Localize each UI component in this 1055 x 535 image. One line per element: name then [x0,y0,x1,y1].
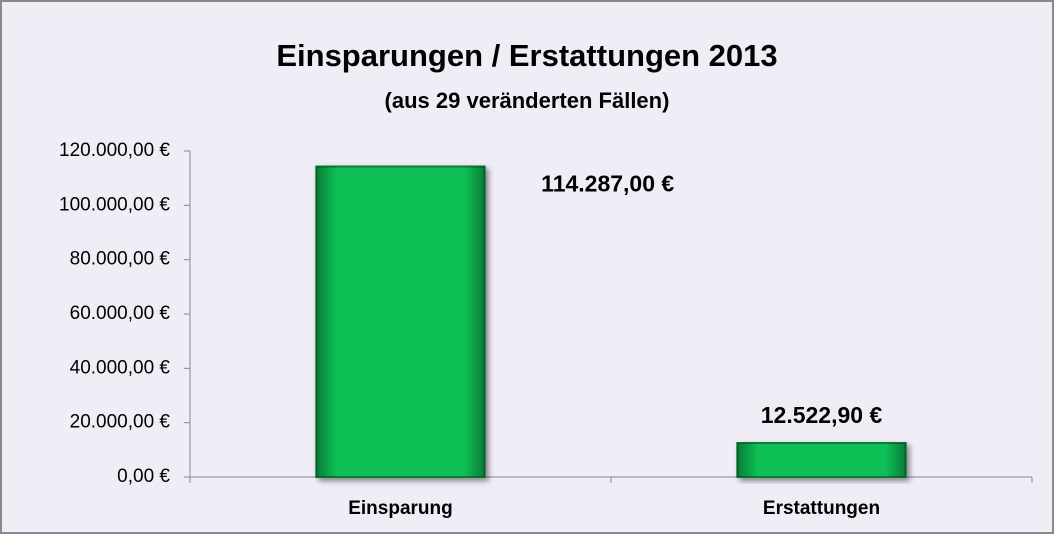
y-tick-label: 60.000,00 € [70,303,171,324]
x-tick-label: Erstattungen [763,498,880,519]
bar-shade [316,166,485,477]
y-tick-label: 40.000,00 € [70,357,171,378]
chart-title: Einsparungen / Erstattungen 2013 [276,38,777,73]
y-tick-label: 120.000,00 € [59,140,170,161]
value-label: 114.287,00 € [541,171,674,197]
x-tick-label: Einsparung [348,498,453,519]
y-tick-label: 20.000,00 € [70,412,171,433]
y-tick-label: 100.000,00 € [59,194,170,215]
bar-shade [737,442,906,477]
y-tick-label: 80.000,00 € [70,249,171,270]
y-tick-label: 0,00 € [117,466,170,487]
chart-subtitle: (aus 29 veränderten Fällen) [385,88,670,113]
value-label: 12.522,90 € [761,402,883,428]
